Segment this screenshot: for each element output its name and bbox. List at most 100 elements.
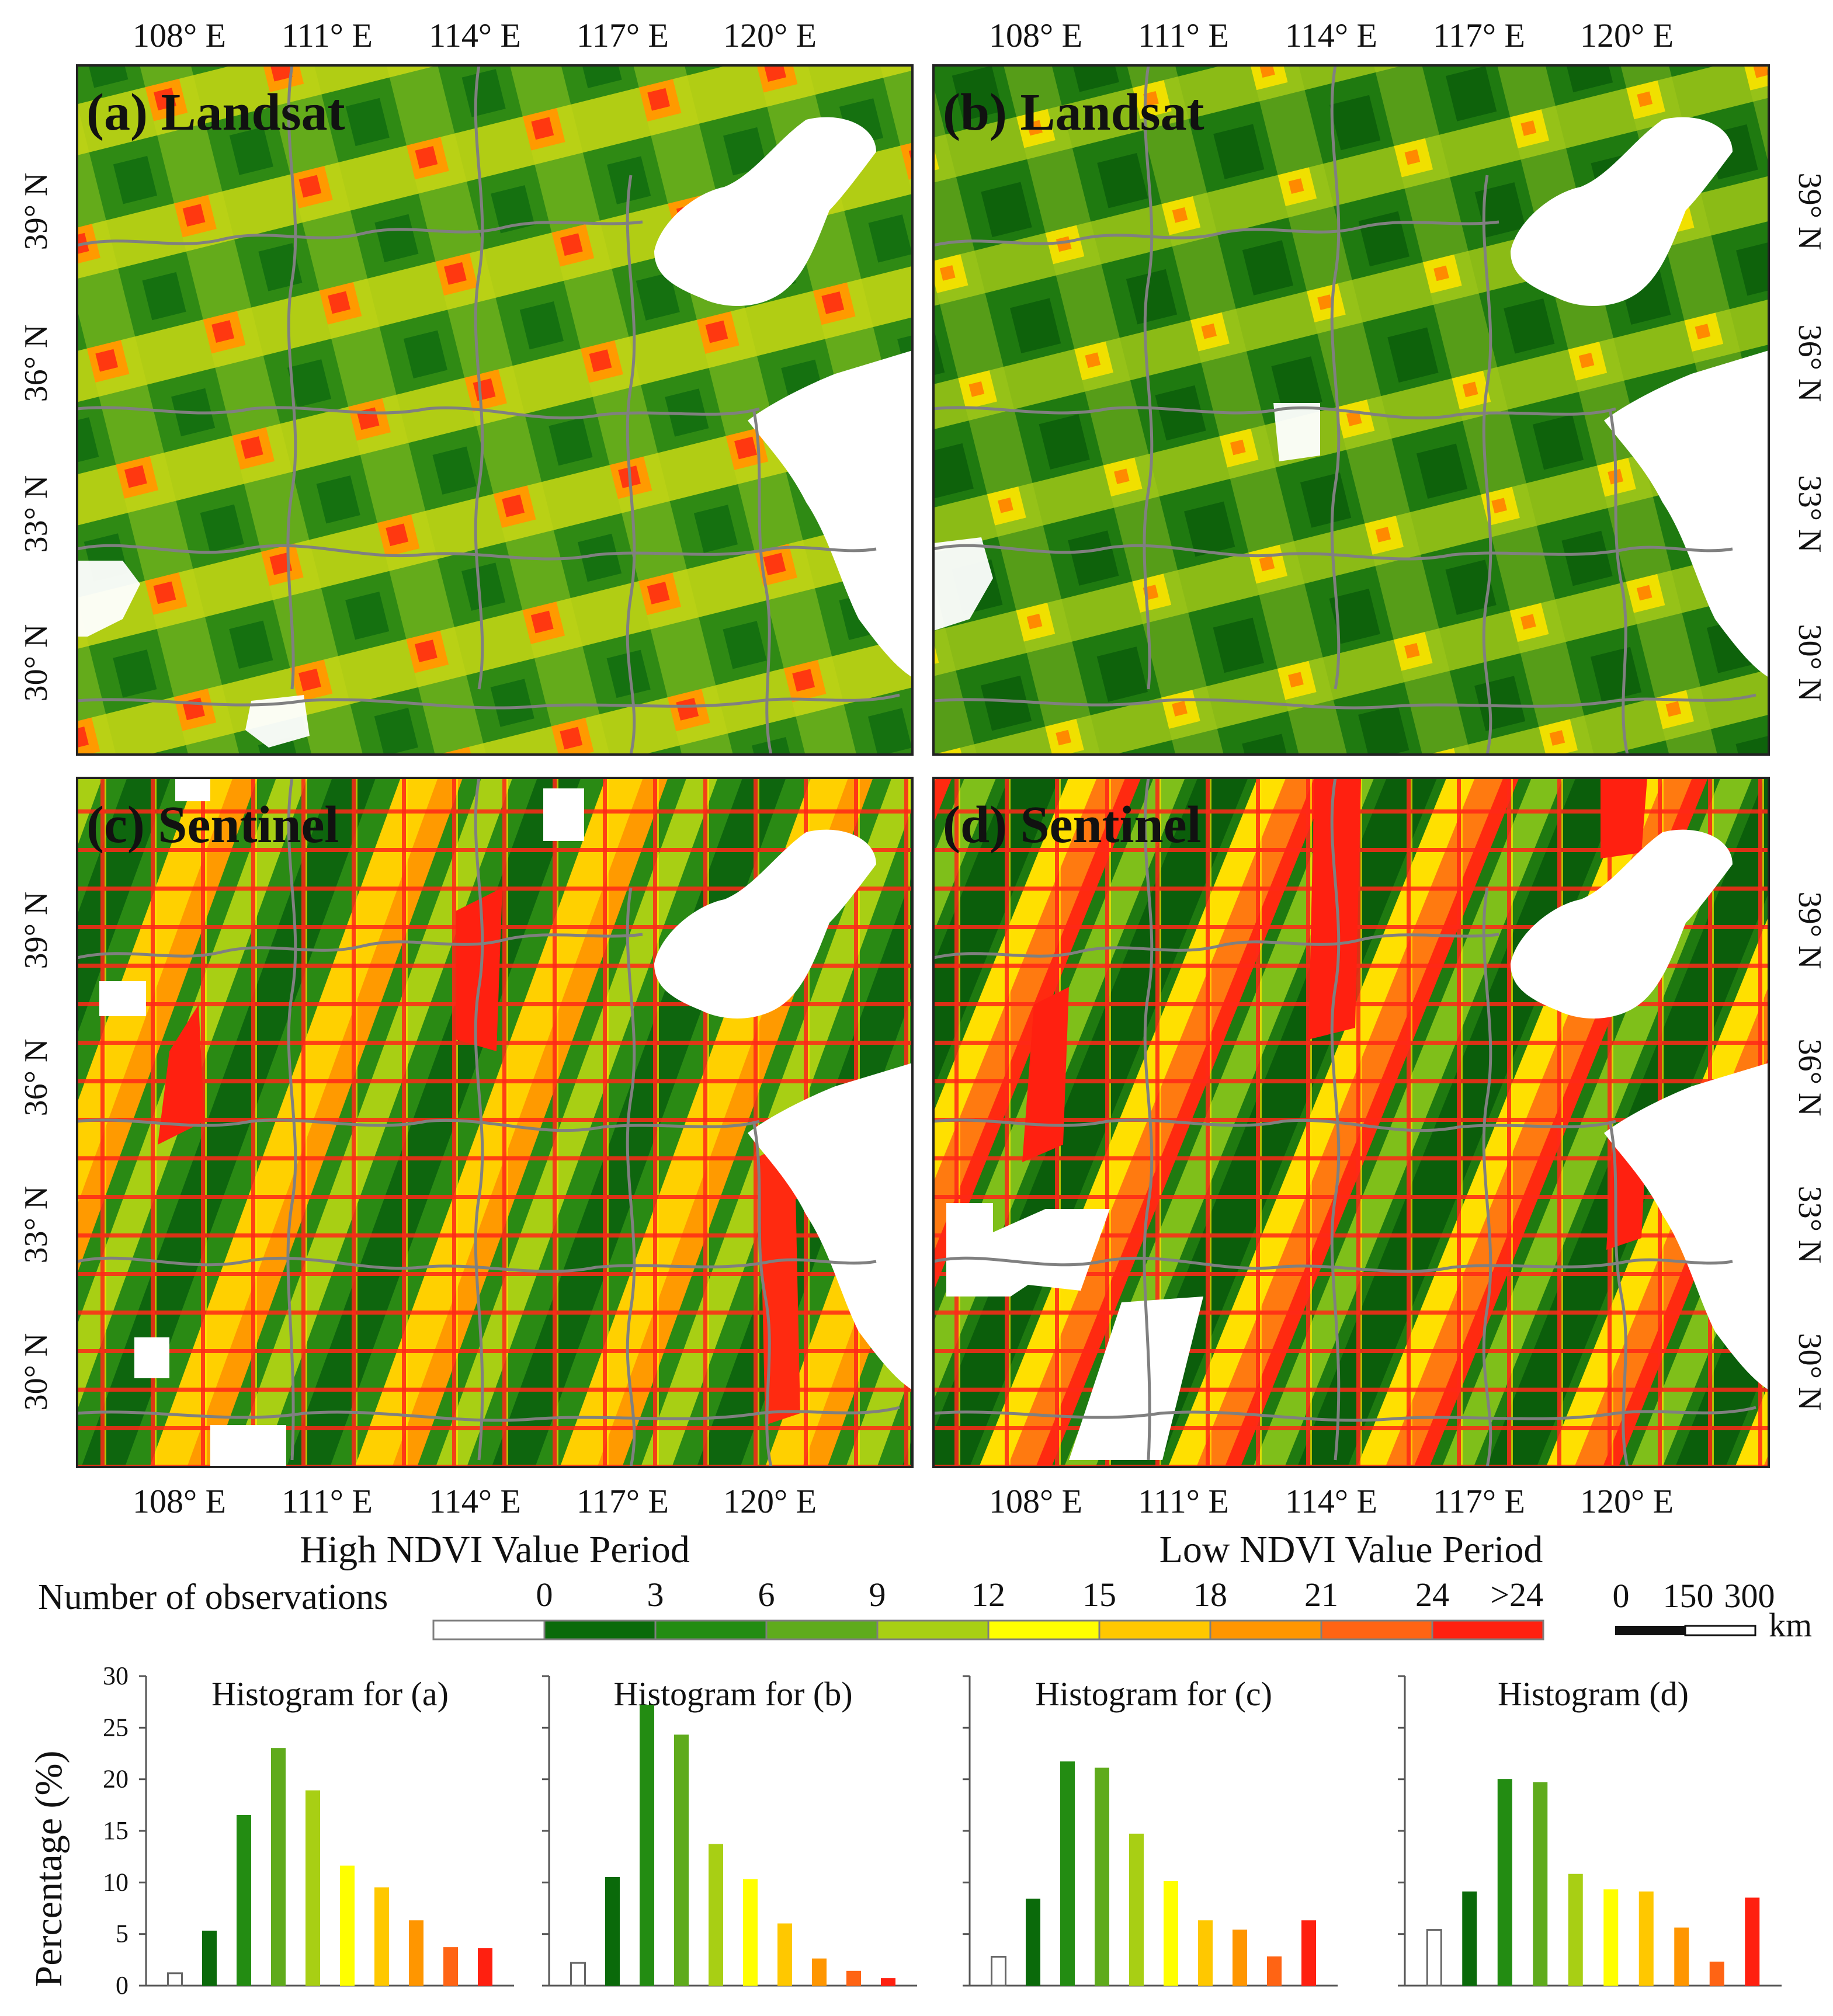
province-boundaries [933,777,1756,1468]
histogram-bar [1533,1782,1548,1986]
cloud-gap-icon [99,981,146,1016]
legend-tick-label: 6 [758,1576,775,1614]
legend-tick-label: 18 [1193,1576,1227,1614]
panel-title: (d) Sentinel [943,796,1202,854]
map-panel-d: (d) Sentinel [932,777,1770,1468]
lat-label: 39° N [18,173,54,251]
histogram-title: Histogram for (a) [211,1675,449,1713]
red-swath [158,1004,204,1145]
cloud-gap-icon [543,788,584,841]
red-swath [1308,778,1361,1040]
histogram-bar [812,1958,827,1986]
top-lon-label: 117° E [577,16,669,54]
histogram-bar [271,1748,286,1986]
top-lon-label: 117° E [1433,16,1525,54]
histogram-panel: Histogram for (b) [542,1675,917,1987]
color-legend: Number of observations 0 3 6 9 12 15 18 21 24 >24 [38,1576,1544,1640]
histogram-panel: Histogram (d) [1398,1675,1782,1987]
red-swath [456,888,502,1051]
histogram-ylabel: Percentage (%) [27,1751,70,1987]
scale-bar-white [1684,1625,1756,1636]
lat-label: 33° N [18,475,54,553]
panel-title: (c) Sentinel [86,796,339,854]
legend-tick-label: >24 [1490,1576,1543,1614]
legend-swatch [1320,1619,1433,1640]
histogram-bar [1129,1833,1144,1986]
bottom-lon-label: 108° E [989,1482,1082,1520]
histogram-bar [1198,1920,1213,1986]
histogram-bar [1164,1881,1178,1986]
legend-swatch [1098,1619,1211,1640]
panel-title: (b) Landsat [943,84,1204,141]
map-b-frame [932,64,1770,756]
histogram-bar [1497,1779,1512,1986]
histogram-bar [605,1877,620,1986]
histogram-bar [709,1844,723,1986]
scale-label: 0 [1613,1577,1630,1615]
lat-label: 33° N [1792,475,1828,553]
scale-label: 300 [1724,1577,1775,1615]
sea-icon [654,117,876,306]
right-latitude-labels: 39° N 36° N 33° N 30° N 39° N 36° N 33° … [1792,173,1828,1411]
sea-icon [1511,117,1733,306]
legend-tick-label: 12 [971,1576,1005,1614]
bottom-lon-label: 120° E [723,1482,817,1520]
histogram-bar [674,1735,689,1986]
legend-tick-label: 21 [1304,1576,1338,1614]
bottom-lon-label: 111° E [1138,1482,1229,1520]
legend-swatch [1431,1619,1544,1640]
histogram-bar [1674,1927,1689,1986]
period-label-high: High NDVI Value Period [300,1528,690,1571]
lat-label: 33° N [18,1186,54,1264]
histogram-bar [743,1879,758,1986]
top-longitude-labels: 108° E 111° E 114° E 117° E 120° E 108° … [133,16,1674,54]
top-lon-label: 120° E [723,16,817,54]
lat-label: 30° N [1792,624,1828,702]
top-lon-label: 114° E [429,16,521,54]
lat-label: 36° N [1792,1039,1828,1117]
lat-label: 39° N [1792,173,1828,251]
legend-swatch [876,1619,990,1640]
histogram-bar [1603,1889,1619,1986]
cloud-gap-icon [77,561,310,748]
sea-icon [654,829,876,1019]
top-lon-label: 108° E [133,16,226,54]
map-a-frame [76,64,914,756]
histogram-bar [1301,1920,1316,1986]
histogram-bar [202,1930,217,1986]
map-panel-a: (a) Landsat [76,64,914,756]
histogram-bar [881,1978,895,1986]
histogram-y-tick-label: 0 [116,1971,129,2000]
bottom-lon-label: 114° E [429,1482,521,1520]
histogram-y-tick-label: 25 [103,1713,129,1742]
map-panel-b: (b) Landsat [932,64,1770,756]
province-boundaries [77,777,900,1468]
cloud-gap-icon [1069,1297,1203,1460]
histogram-title: Histogram for (c) [1035,1675,1272,1713]
histogram-bar [1426,1929,1442,1987]
top-lon-label: 108° E [989,16,1082,54]
lat-label: 30° N [1792,1333,1828,1411]
cloud-gap-icon [175,778,210,801]
bottom-lon-label: 117° E [1433,1482,1525,1520]
histogram-bar [1638,1891,1654,1986]
top-lon-label: 114° E [1285,16,1377,54]
histogram-bar [1745,1897,1760,1986]
lat-label: 39° N [18,892,54,969]
red-swath [1022,987,1069,1162]
legend-swatch [765,1619,879,1640]
histogram-y-tick-label: 10 [103,1868,129,1896]
histogram-bar [570,1962,586,1987]
histogram-bar [237,1815,251,1986]
histogram-bar [640,1704,654,1986]
histogram-y-tick-label: 20 [103,1765,129,1793]
legend-tick-label: 9 [869,1576,886,1614]
histogram-bar [846,1970,861,1986]
histogram-bar [443,1947,458,1986]
histogram-bar [374,1887,389,1986]
legend-swatches [432,1619,1544,1640]
sea-icon [748,350,912,677]
scale-bar: 0 150 300 km [1613,1577,1813,1644]
cloud-gap-icon [933,403,1320,631]
histogram-bar [1462,1891,1477,1986]
